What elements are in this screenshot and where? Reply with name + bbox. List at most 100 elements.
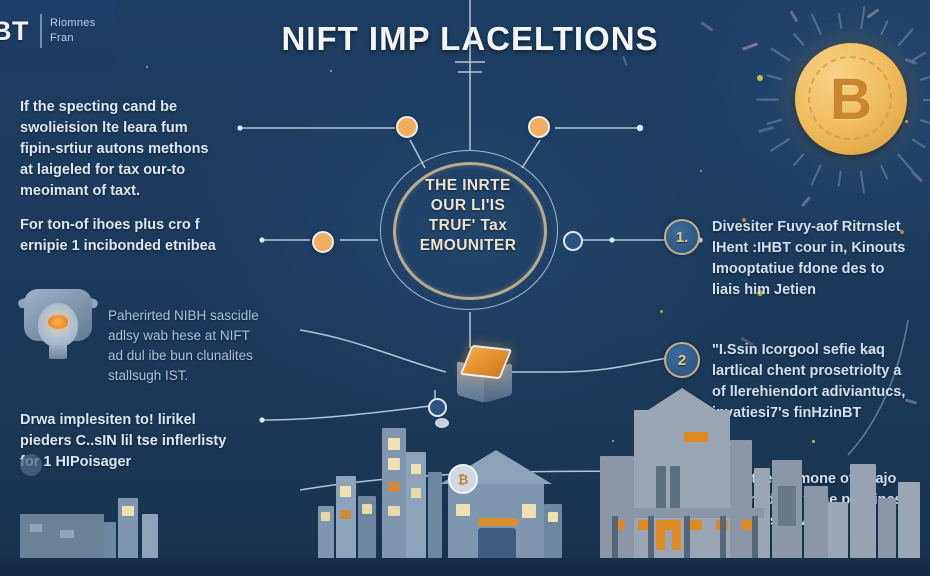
window-light <box>321 512 330 521</box>
text-block-3-line-1: Paherirted NIBH sascidle <box>108 308 259 323</box>
building <box>850 464 876 560</box>
logo-line-1: Riomnes <box>50 17 96 29</box>
window-light <box>340 510 351 519</box>
coin-symbol: B <box>830 66 872 132</box>
catwalk-light <box>612 520 624 530</box>
particle-dot <box>660 310 663 313</box>
hub-line-3: TRUF' Tax <box>428 217 508 234</box>
support-leg <box>612 516 618 560</box>
text-block-1-line-5: meoimant of taxt. <box>20 183 141 199</box>
building <box>336 476 356 560</box>
particle-dot <box>757 290 763 296</box>
logo-line-2: Fran <box>50 32 74 44</box>
window-light <box>456 504 470 516</box>
coin-inner-ring <box>808 56 892 140</box>
building-door <box>478 528 516 560</box>
text-block-1-line-4: at laigeled for tax our-to <box>20 162 186 178</box>
brand-logo: BT Riomnes Fran <box>0 0 115 66</box>
building <box>828 502 848 560</box>
coin-burst-ray <box>923 99 930 101</box>
text-block-2-line-2: ernipie 1 incibonded etnibea <box>20 238 216 254</box>
central-hub: THE INRTE OUR LI'IS TRUF' Tax EMOUNITER <box>380 150 560 312</box>
badge-1: 1. <box>664 219 700 255</box>
building <box>318 506 334 560</box>
text-block-3-line-2: adlsy wab hese at NIFT <box>108 328 250 343</box>
building <box>448 482 544 560</box>
text-block-3-line-4: stallsugh IST. <box>108 368 189 383</box>
window-light <box>548 512 558 522</box>
building <box>20 514 104 560</box>
machine-glow <box>48 315 68 329</box>
window-light <box>778 486 796 526</box>
catwalk-light <box>690 520 702 530</box>
catwalk-light <box>742 520 754 530</box>
text-block-2: For ton-of ihoes plus cro f ernipie 1 in… <box>20 215 216 257</box>
building <box>898 482 920 560</box>
text-block-3-line-3: ad dul ibe bun clunalites <box>108 348 253 363</box>
logo-divider <box>40 14 42 48</box>
mining-machine-icon <box>17 285 100 363</box>
node-mid-left[interactable] <box>312 231 334 253</box>
hub-line-4: EMOUNITER <box>419 237 517 254</box>
node-top-right[interactable] <box>528 116 550 138</box>
particle-dot <box>742 218 746 222</box>
catwalk-light <box>664 520 676 530</box>
window-light <box>388 438 400 450</box>
window-light <box>60 530 74 538</box>
particle-dot <box>757 75 763 81</box>
window-light <box>388 458 400 470</box>
particle-dot <box>146 66 148 68</box>
text-block-4-line-2: pieders C..sIN lil tse inflerlisty <box>20 433 227 449</box>
hub-outer-ring <box>380 150 558 310</box>
numbered-item-2-line-1: "I.Ssin Icorgool sefie kaq <box>712 342 885 358</box>
window-light <box>411 464 421 474</box>
silo-cap <box>648 388 716 410</box>
text-block-2-line-1: For ton-of ihoes plus cro f <box>20 217 200 233</box>
building <box>406 452 426 560</box>
catwalk <box>604 508 764 518</box>
window-light <box>30 524 42 532</box>
window-light <box>388 482 400 492</box>
numbered-item-1-line-1: Divesiter Fuvy-aof Ritrnslet <box>712 219 901 235</box>
text-block-1: If the specting cand be swolieision lte … <box>20 97 209 202</box>
node-bottom-center[interactable] <box>428 398 447 417</box>
particle-dot <box>900 230 904 234</box>
numbered-item-2-line-4: invatiesi7's finHzinBT <box>712 405 862 421</box>
building <box>382 428 406 560</box>
particle-dot <box>612 440 614 442</box>
window-light <box>478 518 518 526</box>
text-block-4-line-3: for 1 HIPoisager <box>20 454 132 470</box>
window-light <box>362 504 372 514</box>
node-top-left[interactable] <box>396 116 418 138</box>
support-leg <box>684 516 690 560</box>
particle-dot <box>812 440 815 443</box>
hub-line-2: OUR LI'IS <box>430 197 506 214</box>
ground-strip <box>0 558 930 576</box>
building <box>804 486 828 560</box>
moon-icon <box>20 454 42 476</box>
window-light <box>340 486 351 497</box>
support-leg <box>752 516 758 560</box>
node-mid-right[interactable] <box>563 231 583 251</box>
logo-mark: BT <box>0 16 29 46</box>
window-light <box>522 504 536 518</box>
numbered-item-2-line-2: lartlical chent prosetriolty a <box>712 363 902 379</box>
particle-dot <box>700 170 702 172</box>
support-leg <box>720 516 726 560</box>
numbered-item-1-line-2: lHent :IHBT cour in, Kinouts <box>712 240 906 256</box>
window-light <box>388 506 400 516</box>
hanging-lamp-icon <box>435 418 449 428</box>
building <box>142 514 158 560</box>
numbered-item-2-line-3: of llerehiendort adiviantucs, <box>712 384 906 400</box>
building <box>878 498 896 560</box>
hub-line-1: THE INRTE <box>425 177 511 194</box>
building <box>544 504 562 560</box>
window-light <box>672 520 681 550</box>
building <box>358 496 376 560</box>
hub-text: THE INRTE OUR LI'IS TRUF' Tax EMOUNITER <box>392 176 544 256</box>
hub-inner-ring <box>393 162 547 300</box>
catwalk-light <box>638 520 650 530</box>
